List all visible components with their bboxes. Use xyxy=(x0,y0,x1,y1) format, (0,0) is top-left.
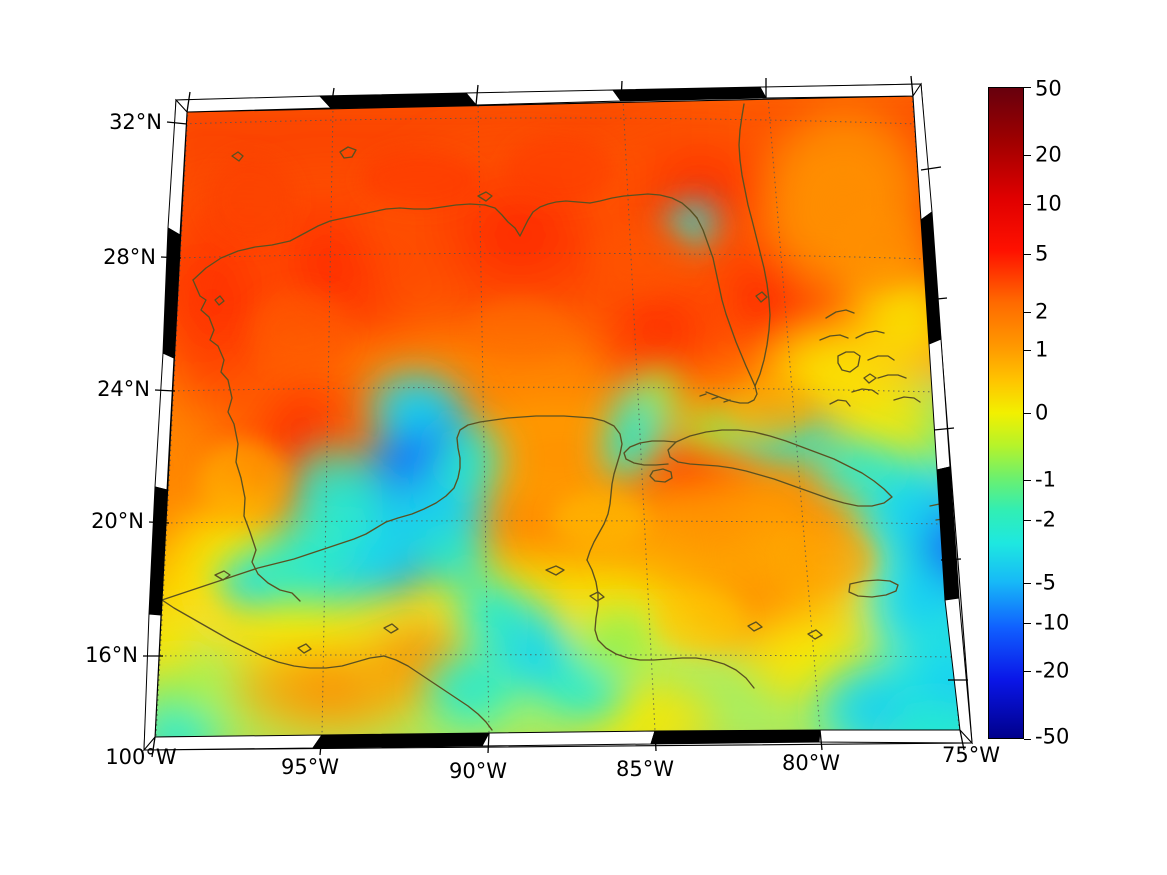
colorbar-tick-0 xyxy=(1024,413,1031,414)
lat-tick-label-28n: 28°N xyxy=(103,245,156,269)
lon-tick-label-100w: 100°W xyxy=(105,745,177,769)
lon-tick-label-85w: 85°W xyxy=(616,757,674,781)
colorbar-label-neg1: -1 xyxy=(1035,467,1056,492)
colorbar-label-5: 5 xyxy=(1035,241,1049,266)
colorbar-label-20: 20 xyxy=(1035,142,1062,167)
map-frame xyxy=(142,82,974,752)
lon-tick-label-80w: 80°W xyxy=(782,751,840,775)
colorbar-tick-2 xyxy=(1024,312,1031,313)
colorbar-tick-50 xyxy=(1024,87,1031,88)
field-cold-features xyxy=(155,197,960,737)
colorbar-tick-neg10 xyxy=(1024,623,1031,624)
colorbar-tick-5 xyxy=(1024,254,1031,255)
colorbar-tick-neg50 xyxy=(1024,739,1031,740)
lon-tick-label-90w: 90°W xyxy=(449,759,507,783)
colorbar-tick-neg2 xyxy=(1024,520,1031,521)
colorbar-tick-20 xyxy=(1024,155,1031,156)
lat-tick-label-32n: 32°N xyxy=(109,110,162,134)
map-plot xyxy=(142,75,974,758)
colorbar-label-2: 2 xyxy=(1035,299,1049,324)
colorbar-label-1: 1 xyxy=(1035,337,1049,362)
colorbar-label-10: 10 xyxy=(1035,191,1062,216)
map-ticks xyxy=(143,75,968,758)
colorbar-tick-1 xyxy=(1024,350,1031,351)
colorbar-label-neg50: -50 xyxy=(1035,724,1070,749)
colorbar-label-neg5: -5 xyxy=(1035,570,1056,595)
colorbar-label-neg2: -2 xyxy=(1035,507,1056,532)
field-fine-texture xyxy=(200,135,925,652)
colorbar-label-50: 50 xyxy=(1035,76,1062,101)
colorbar-tick-neg1 xyxy=(1024,480,1031,481)
lat-tick-label-24n: 24°N xyxy=(97,377,150,401)
colorbar: 50 20 10 5 2 1 0 -1 -2 -5 -10 -20 -50 xyxy=(988,78,1069,747)
lat-tick-label-20n: 20°N xyxy=(91,509,144,533)
anomaly-field xyxy=(155,96,960,737)
lon-tick-label-75w: 75°W xyxy=(942,743,1000,767)
coastlines xyxy=(161,103,960,731)
colorbar-gradient xyxy=(988,87,1024,739)
colorbar-tick-neg5 xyxy=(1024,583,1031,584)
lon-tick-label-95w: 95°W xyxy=(281,755,339,779)
colorbar-tick-neg20 xyxy=(1024,671,1031,672)
colorbar-tick-10 xyxy=(1024,204,1031,205)
colorbar-label-neg20: -20 xyxy=(1035,658,1070,683)
map-axes: 32°N 28°N 24°N 20°N 16°N 100°W 95°W 90°W… xyxy=(85,75,1000,783)
colorbar-label-0: 0 xyxy=(1035,400,1049,425)
lat-tick-label-16n: 16°N xyxy=(85,643,138,667)
colorbar-label-neg10: -10 xyxy=(1035,610,1070,635)
